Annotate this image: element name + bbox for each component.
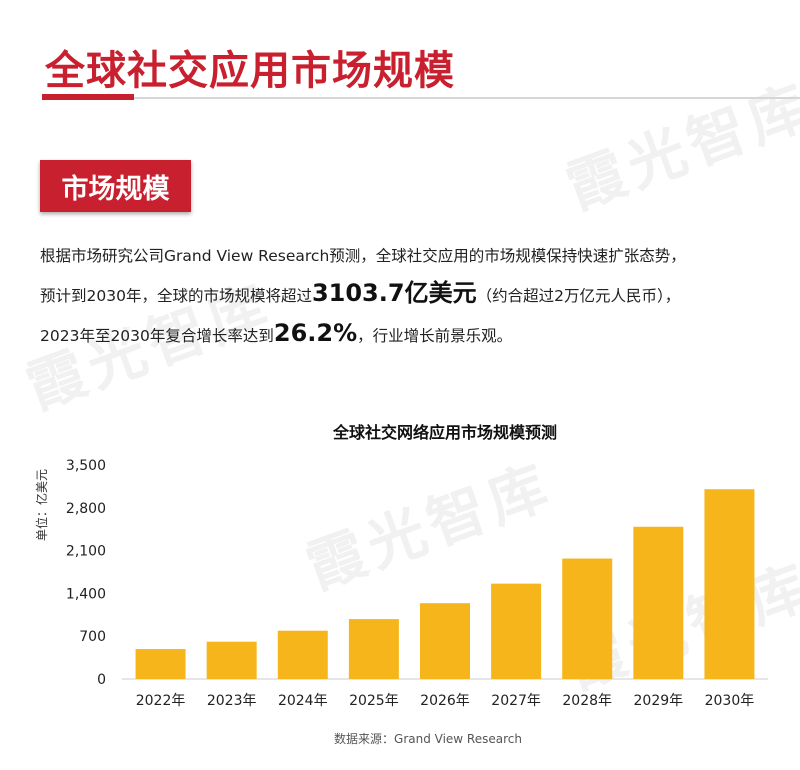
y-tick-label: 700 bbox=[79, 629, 106, 645]
summary-line-3-pre: 2023年至2030年复合增长率达到 bbox=[40, 327, 274, 345]
bars bbox=[135, 489, 755, 679]
y-tick-label: 1,400 bbox=[66, 586, 106, 602]
bar bbox=[206, 641, 257, 679]
bar bbox=[633, 526, 684, 679]
market-size-highlight: 3103.7亿美元 bbox=[311, 279, 477, 307]
summary-line-2: 预计到2030年，全球的市场规模将超过3103.7亿美元（约合超过2万亿元人民币… bbox=[40, 275, 780, 315]
x-tick-label: 2027年 bbox=[491, 693, 541, 709]
y-tick-label: 0 bbox=[97, 672, 106, 688]
y-axis-ticks: 0 700 1,400 2,100 2,800 3,500 bbox=[66, 458, 106, 688]
x-tick-label: 2023年 bbox=[207, 693, 257, 709]
x-tick-label: 2024年 bbox=[278, 693, 328, 709]
data-source: 数据来源：Grand View Research bbox=[334, 731, 522, 746]
x-tick-label: 2022年 bbox=[136, 693, 186, 709]
summary-line-2-post: （约合超过2万亿元人民币）， bbox=[476, 287, 681, 305]
bar bbox=[348, 619, 399, 679]
x-tick-label: 2028年 bbox=[562, 693, 612, 709]
cagr-highlight: 26.2% bbox=[273, 319, 358, 347]
summary-line-2-pre: 预计到2030年，全球的市场规模将超过 bbox=[40, 287, 312, 305]
bar bbox=[704, 489, 755, 679]
chart-title: 全球社交网络应用市场规模预测 bbox=[332, 423, 557, 442]
bar bbox=[277, 630, 328, 679]
bar bbox=[491, 583, 542, 679]
x-tick-label: 2025年 bbox=[349, 693, 399, 709]
x-axis-ticks: 2022年 2023年 2024年 2025年 2026年 2027年 2028年 2029年… bbox=[136, 693, 755, 709]
y-tick-label: 3,500 bbox=[66, 458, 106, 474]
x-tick-label: 2030年 bbox=[705, 693, 755, 709]
title-divider bbox=[42, 97, 800, 99]
bar bbox=[562, 558, 613, 679]
x-tick-label: 2026年 bbox=[420, 693, 470, 709]
bar bbox=[420, 603, 470, 679]
y-tick-label: 2,800 bbox=[66, 501, 106, 517]
summary-line-1: 根据市场研究公司Grand View Research预测，全球社交应用的市场规… bbox=[40, 247, 686, 265]
summary-paragraph: 根据市场研究公司Grand View Research预测，全球社交应用的市场规… bbox=[40, 238, 780, 355]
title-accent-bar bbox=[42, 94, 134, 100]
x-tick-label: 2029年 bbox=[634, 693, 684, 709]
summary-line-3: 2023年至2030年复合增长率达到26.2%，行业增长前景乐观。 bbox=[40, 315, 780, 355]
page-title: 全球社交应用市场规模 bbox=[45, 48, 455, 94]
y-tick-label: 2,100 bbox=[66, 544, 106, 560]
section-badge: 市场规模 bbox=[40, 160, 191, 212]
summary-line-3-post: ，行业增长前景乐观。 bbox=[357, 327, 513, 345]
y-axis-label: 单位：亿美元 bbox=[34, 469, 49, 541]
bar bbox=[135, 649, 186, 679]
